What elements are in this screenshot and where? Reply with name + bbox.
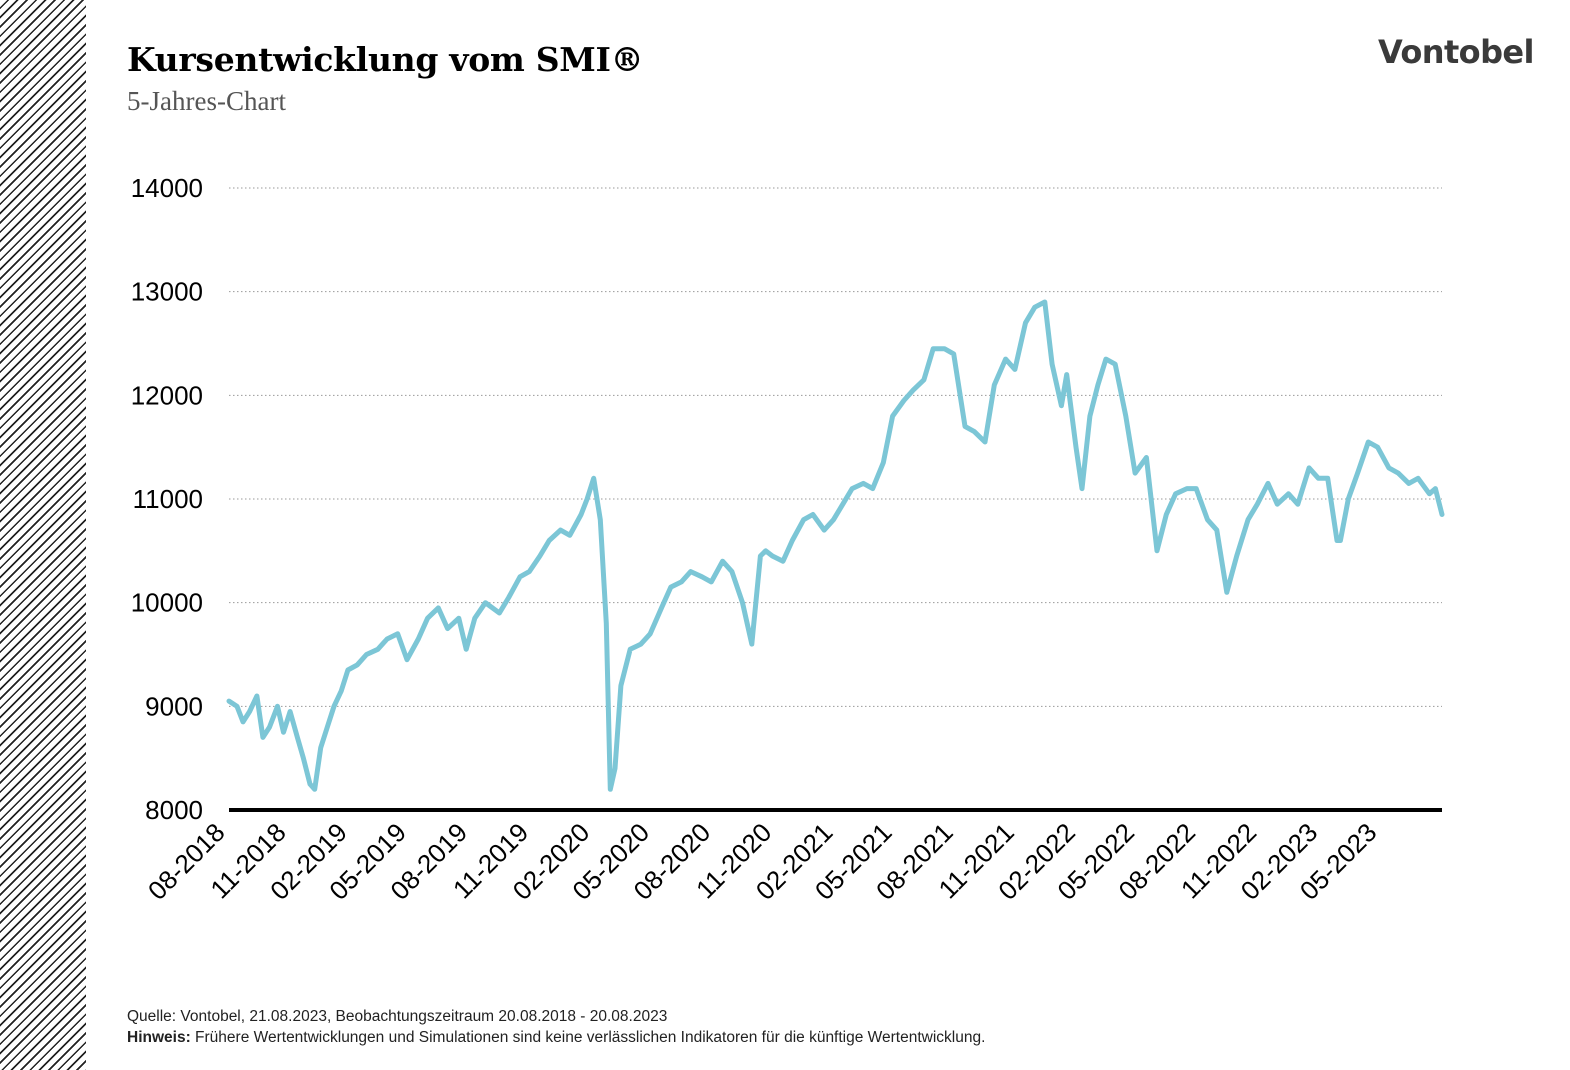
y-tick-label: 11000 xyxy=(133,484,203,514)
x-axis-tick-labels: 08-201811-201802-201905-201908-201911-20… xyxy=(142,817,1383,906)
y-axis-tick-labels: 8000 9000 10000 11000 12000 13000 14000 xyxy=(131,173,203,825)
y-tick-label: 9000 xyxy=(145,691,203,721)
y-tick-label: 8000 xyxy=(145,795,203,825)
chart-gridlines xyxy=(229,187,1442,707)
disclaimer-text: Frühere Wertentwicklungen und Simulation… xyxy=(195,1029,986,1046)
page-title: Kursentwicklung vom SMI® xyxy=(127,40,644,79)
y-tick-label: 14000 xyxy=(131,173,203,203)
source-note: Quelle: Vontobel, 21.08.2023, Beobachtun… xyxy=(127,1008,668,1025)
chart-series-group xyxy=(226,299,1445,792)
y-tick-label: 13000 xyxy=(131,277,203,307)
vontobel-logo: Vontobel xyxy=(1378,33,1534,71)
hatched-side-border xyxy=(0,0,86,1070)
smi-price-line xyxy=(226,299,1445,792)
page-subtitle: 5-Jahres-Chart xyxy=(127,86,286,116)
disclaimer-note: Hinweis: Frühere Wertentwicklungen und S… xyxy=(127,1027,985,1048)
y-tick-label: 12000 xyxy=(131,380,203,410)
disclaimer-label: Hinweis: xyxy=(127,1029,191,1046)
y-tick-label: 10000 xyxy=(131,588,203,618)
chart-footer: Quelle: Vontobel, 21.08.2023, Beobachtun… xyxy=(127,1006,985,1048)
smi-line-chart: 8000 9000 10000 11000 12000 13000 14000 08-201… xyxy=(131,173,1445,906)
